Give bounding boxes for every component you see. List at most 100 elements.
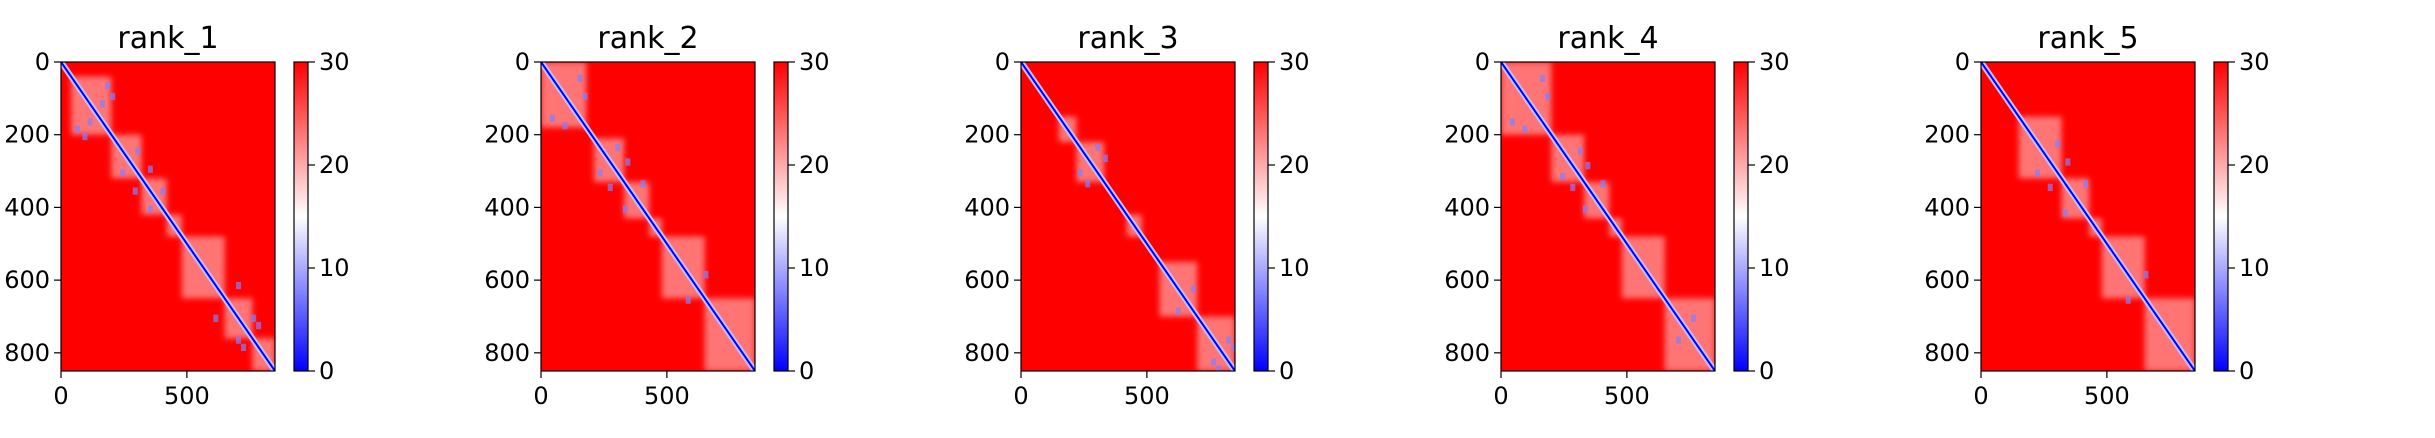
colorbar-tick-label: 20 [2239, 151, 2270, 179]
contact-mark [1509, 118, 1515, 126]
contact-mark [241, 343, 247, 352]
contact-mark [1077, 169, 1083, 177]
colorbar: 0 10 20 30 [1733, 48, 1790, 385]
colorbar: 0 10 20 30 [2213, 48, 2270, 385]
y-tick-label: 400 [1444, 193, 1490, 221]
colorbar-gradient [1253, 61, 1269, 372]
y-tick-label: 400 [4, 193, 50, 221]
x-tick-label: 0 [1493, 382, 1508, 410]
y-tick-label: 0 [515, 48, 530, 76]
colorbar-tick-label: 20 [319, 151, 350, 179]
colorbar-tick-label: 10 [319, 254, 350, 282]
contact-mark [160, 187, 166, 195]
plot-frame [60, 61, 276, 372]
contact-mark [562, 121, 568, 130]
contact-mark [1211, 358, 1217, 366]
contact-mark [622, 205, 628, 213]
contact-mark [74, 125, 80, 133]
contact-mark [82, 132, 88, 141]
contact-mark [1577, 147, 1583, 155]
contact-mark [1545, 92, 1551, 101]
y-tick-label: 600 [4, 266, 50, 294]
heatmap-plot [541, 62, 755, 371]
heatmap-plot [1501, 62, 1715, 371]
contact-mark [1085, 180, 1091, 188]
contact-mark [2055, 140, 2061, 148]
contact-mark [2125, 296, 2131, 304]
contact-mark [147, 165, 153, 173]
contact-mark [2047, 183, 2053, 192]
x-tick-label: 0 [533, 382, 548, 410]
contact-mark [87, 118, 93, 126]
y-tick-label: 400 [484, 193, 530, 221]
heatmap-plot [1021, 62, 1235, 371]
diagonal [1021, 62, 1235, 371]
colorbar-tick-label: 10 [799, 254, 830, 282]
y-tick-label: 0 [1955, 48, 1970, 76]
colorbar: 0 10 20 30 [1253, 48, 1310, 385]
contact-mark [213, 314, 219, 322]
contact-mark [2082, 180, 2088, 188]
y-tick-label: 200 [1924, 121, 1970, 149]
colorbar-tick-label: 30 [1759, 48, 1790, 76]
colorbar-gradient [773, 61, 789, 372]
x-tick-label: 500 [644, 382, 690, 410]
panel-title: rank_4 [1557, 21, 1658, 56]
contact-mark [1226, 336, 1232, 344]
plot-frame [1500, 61, 1716, 372]
colorbar-tick-label: 0 [799, 357, 814, 385]
y-tick-label: 400 [964, 193, 1010, 221]
contact-mark [1175, 307, 1181, 315]
colorbar-gradient [1733, 61, 1749, 372]
colorbar-tick-label: 10 [1759, 254, 1790, 282]
plot-frame [1020, 61, 1236, 372]
contact-mark [2035, 169, 2041, 177]
contact-mark [1095, 143, 1101, 152]
diagonal [1981, 62, 2195, 371]
heatmap-plot [61, 62, 275, 371]
contact-mark [577, 74, 583, 82]
contact-mark [582, 92, 588, 101]
colorbar-tick-label: 10 [2239, 254, 2270, 282]
x-tick-label: 500 [1604, 382, 1650, 410]
y-tick-label: 800 [484, 339, 530, 367]
contact-mark [235, 336, 242, 344]
contact-mark [1216, 365, 1222, 371]
contact-mark [132, 187, 138, 195]
colorbar: 0 10 20 30 [773, 48, 830, 385]
y-tick-label: 800 [964, 339, 1010, 367]
x-tick-label: 500 [2084, 382, 2130, 410]
contact-mark [147, 205, 153, 213]
panel-title: rank_3 [1077, 21, 1178, 56]
contact-mark [549, 114, 555, 122]
y-tick-label: 800 [1444, 339, 1490, 367]
y-tick-label: 0 [995, 48, 1010, 76]
colorbar-tick-label: 20 [1759, 151, 1790, 179]
contact-mark [597, 169, 603, 177]
y-tick-label: 800 [1924, 339, 1970, 367]
contact-mark [1522, 125, 1528, 133]
colorbar-tick-label: 0 [319, 357, 334, 385]
plot-frame [1980, 61, 2196, 372]
contact-mark [251, 314, 257, 322]
colorbar-tick-label: 30 [319, 48, 350, 76]
contact-mark [703, 271, 709, 279]
diagonal [61, 62, 275, 371]
contact-mark [2065, 158, 2071, 166]
contact-mark [1570, 183, 1576, 192]
contact-mark [640, 180, 646, 188]
contact-mark [100, 100, 106, 108]
panel-title: rank_2 [597, 21, 698, 56]
contact-mark [1540, 74, 1546, 82]
plot-frame [540, 61, 756, 372]
colorbar-tick-label: 0 [1759, 357, 1774, 385]
y-tick-label: 800 [4, 339, 50, 367]
y-tick-label: 600 [1924, 266, 1970, 294]
y-tick-label: 200 [4, 121, 50, 149]
contact-mark [2143, 271, 2149, 279]
y-tick-label: 200 [484, 121, 530, 149]
y-tick-label: 600 [484, 266, 530, 294]
